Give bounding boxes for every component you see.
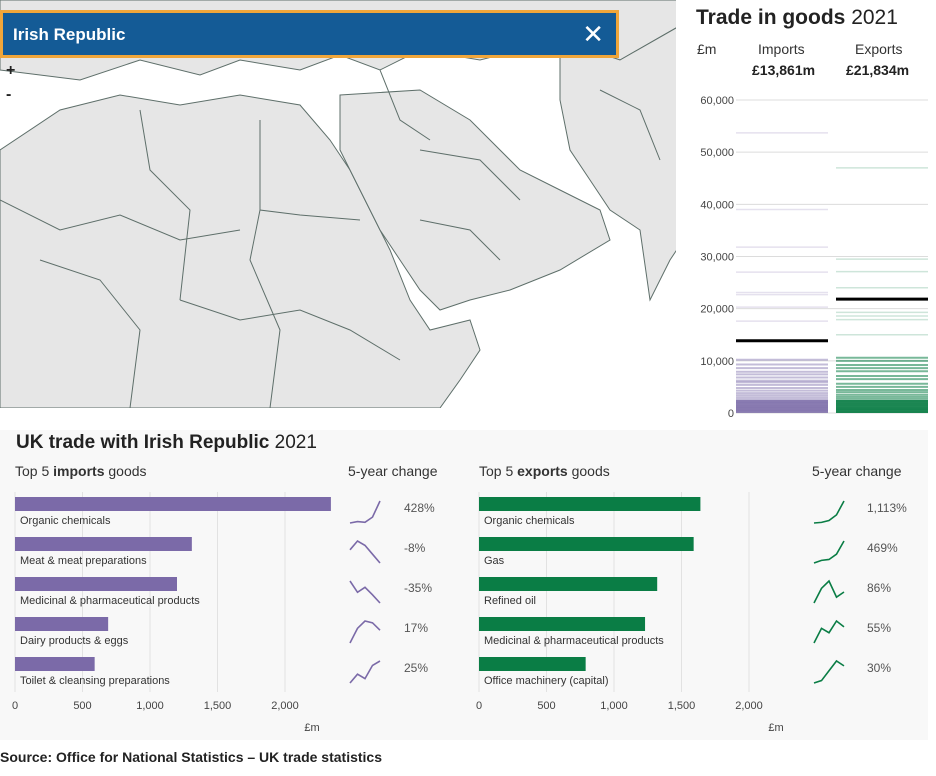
imports-sparkline xyxy=(349,500,381,524)
exports-sparkline xyxy=(813,659,845,684)
exports-xtick-label: 500 xyxy=(537,700,555,712)
exports-low-values-band xyxy=(836,399,928,413)
exports-subtitle-post: goods xyxy=(567,463,610,479)
exports-xtick-label: 1,000 xyxy=(600,700,628,712)
country-header: Irish Republic ✕ xyxy=(0,10,619,58)
exports-bar xyxy=(479,657,586,671)
goods-ytick-label: 30,000 xyxy=(700,252,734,264)
source-note: Source: Office for National Statistics –… xyxy=(0,749,382,765)
map-land-india[interactable] xyxy=(559,20,676,302)
map-borders xyxy=(0,69,661,408)
exports-bar-label: Refined oil xyxy=(484,595,536,607)
imports-subtitle-bold: imports xyxy=(53,463,105,479)
bottom-panel: UK trade with Irish Republic 2021 Top 5 … xyxy=(0,430,928,740)
imports-bar-label: Organic chemicals xyxy=(20,515,111,527)
goods-ytick-label: 0 xyxy=(728,408,734,420)
imports-bar xyxy=(15,577,177,591)
exports-sparkline xyxy=(813,540,845,564)
imports-xtick-label: 1,500 xyxy=(204,700,232,712)
imports-bar xyxy=(15,617,109,631)
imports-sparkline xyxy=(349,620,381,644)
imports-change-value: -35% xyxy=(404,581,432,595)
uk-trade-title-main: UK trade with Irish Republic xyxy=(16,432,270,453)
exports-bar xyxy=(479,537,694,551)
goods-ytick-label: 20,000 xyxy=(700,304,734,316)
top5-charts: 0 500 1,000 1,500 2,000 £m Organic chemicals 42… xyxy=(12,492,907,734)
exports-bar xyxy=(479,577,658,591)
imports-label: Imports xyxy=(758,41,805,57)
exports-subtitle-bold: exports xyxy=(517,463,568,479)
imports-subtitle-post: goods xyxy=(104,463,147,479)
imports-bar-label: Meat & meat preparations xyxy=(20,555,147,567)
goods-ytick-label: 60,000 xyxy=(700,95,734,107)
goods-unit: £m xyxy=(697,41,717,57)
zoom-out-button[interactable]: - xyxy=(6,86,12,103)
exports-change-value: 469% xyxy=(867,541,898,555)
exports-xaxis-label: £m xyxy=(768,722,783,734)
exports-change-label: 5-year change xyxy=(812,463,902,479)
exports-xtick-label: 0 xyxy=(476,700,482,712)
imports-sparkline xyxy=(349,539,381,564)
imports-sparkline xyxy=(349,660,381,684)
exports-bar xyxy=(479,497,701,511)
imports-bar xyxy=(15,497,331,511)
uk-trade-title: UK trade with Irish Republic 2021 xyxy=(16,432,317,454)
imports-xtick-label: 0 xyxy=(12,700,18,712)
goods-ytick-label: 10,000 xyxy=(700,356,734,368)
imports-bar-label: Toilet & cleansing preparations xyxy=(20,675,170,687)
imports-change-value: -8% xyxy=(404,541,426,555)
exports-bar xyxy=(479,617,646,631)
imports-subtitle: Top 5 imports goods xyxy=(15,463,147,479)
imports-change-label: 5-year change xyxy=(348,463,438,479)
goods-title-year: 2021 xyxy=(851,6,898,29)
exports-sparkline xyxy=(813,500,845,524)
exports-sparkline xyxy=(813,619,845,644)
imports-xtick-label: 500 xyxy=(73,700,91,712)
goods-ytick-label: 50,000 xyxy=(700,147,734,159)
exports-xtick-label: 2,000 xyxy=(735,700,763,712)
exports-sparkline xyxy=(813,579,845,604)
imports-low-values-band xyxy=(736,399,828,413)
map-land-arabia[interactable] xyxy=(339,89,611,311)
uk-trade-title-year: 2021 xyxy=(274,432,317,453)
imports-change-value: 25% xyxy=(404,661,428,675)
exports-xtick-label: 1,500 xyxy=(668,700,696,712)
exports-label: Exports xyxy=(855,41,903,57)
country-name: Irish Republic xyxy=(13,25,126,44)
exports-bar-label: Medicinal & pharmaceutical products xyxy=(484,635,664,647)
exports-subtitle: Top 5 exports goods xyxy=(479,463,610,479)
goods-strip-chart: 0 10,000 20,000 30,000 40,000 50,000 60,000 xyxy=(700,95,928,420)
goods-title: Trade in goods 2021 xyxy=(696,6,898,30)
exports-change-value: 1,113% xyxy=(867,501,907,515)
exports-total: £21,834m xyxy=(846,62,910,78)
exports-bar-label: Office machinery (capital) xyxy=(484,675,609,687)
imports-xtick-label: 1,000 xyxy=(136,700,164,712)
imports-xtick-label: 2,000 xyxy=(271,700,299,712)
close-button[interactable]: ✕ xyxy=(582,19,604,49)
imports-total: £13,861m xyxy=(752,62,816,78)
imports-subtitle-pre: Top 5 xyxy=(15,463,54,479)
exports-change-value: 55% xyxy=(867,621,891,635)
imports-bar-label: Dairy products & eggs xyxy=(20,635,129,647)
exports-bar-label: Organic chemicals xyxy=(484,515,575,527)
imports-xaxis-label: £m xyxy=(304,722,319,734)
exports-subtitle-pre: Top 5 xyxy=(479,463,518,479)
goods-ytick-label: 40,000 xyxy=(700,199,734,211)
imports-bar xyxy=(15,537,192,551)
imports-change-value: 428% xyxy=(404,501,435,515)
exports-change-value: 30% xyxy=(867,661,891,675)
map[interactable]: Irish Republic ✕ + - xyxy=(0,0,676,408)
goods-title-main: Trade in goods xyxy=(696,6,846,29)
zoom-in-button[interactable]: + xyxy=(6,62,16,79)
imports-bar xyxy=(15,657,95,671)
imports-change-value: 17% xyxy=(404,621,428,635)
imports-bar-label: Medicinal & pharmaceutical products xyxy=(20,595,200,607)
exports-change-value: 86% xyxy=(867,581,891,595)
exports-bar-label: Gas xyxy=(484,555,505,567)
imports-sparkline xyxy=(349,580,381,604)
map-svg[interactable] xyxy=(0,0,676,408)
